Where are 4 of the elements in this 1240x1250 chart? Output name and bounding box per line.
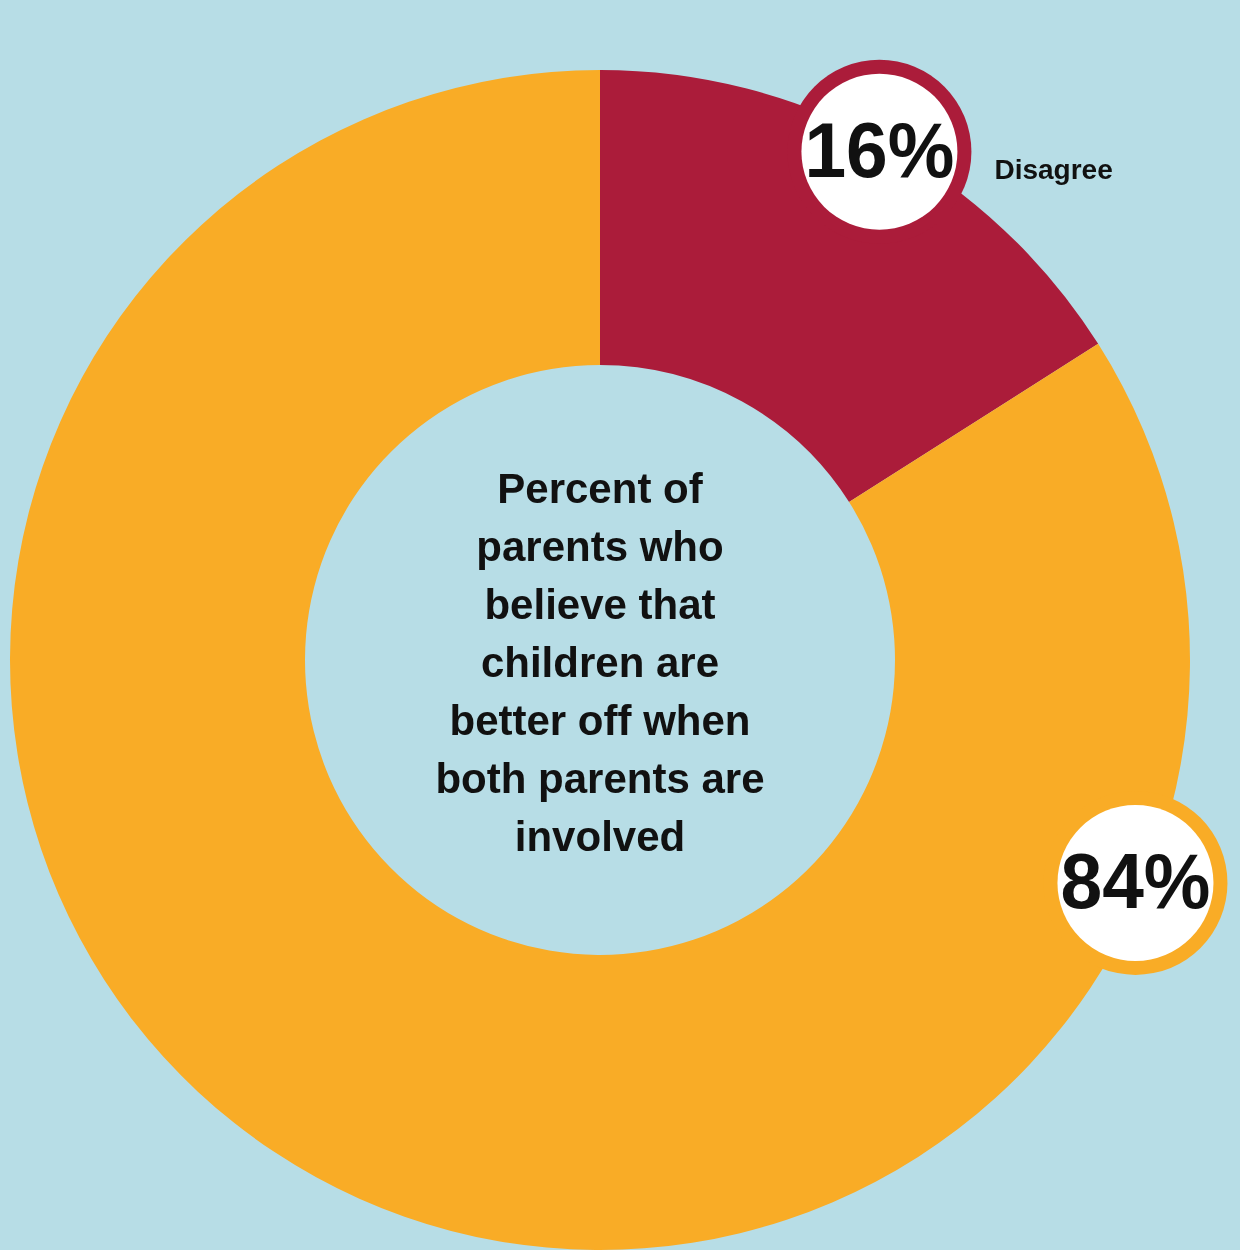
slice-label: Disagree	[994, 154, 1113, 186]
data-label: 16%	[804, 106, 955, 194]
text: Percent of parents who believe that children are better off when both parents are involved	[434, 464, 766, 862]
data-label: 84%	[1060, 838, 1211, 925]
